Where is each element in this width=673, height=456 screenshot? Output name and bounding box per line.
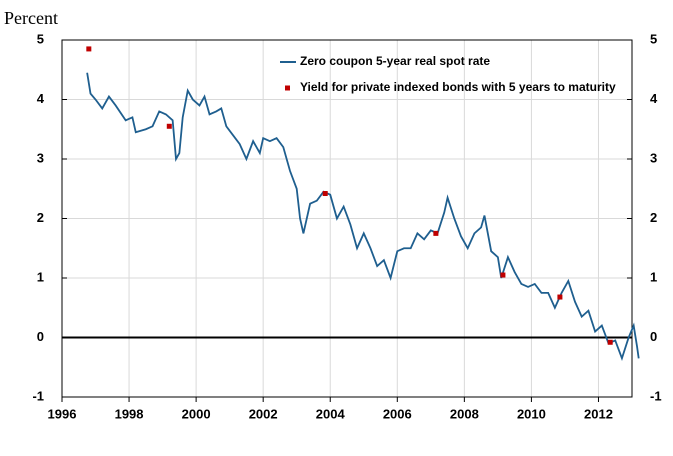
- x-tick-label: 1998: [115, 406, 144, 421]
- y-tick-label: 1: [37, 269, 44, 284]
- y2-tick-label: 1: [650, 269, 657, 284]
- y2-tick-label: 3: [650, 150, 657, 165]
- y-axis-label: Percent: [4, 8, 58, 28]
- x-tick-label: 2000: [182, 406, 211, 421]
- y-tick-label: 2: [37, 210, 44, 225]
- y-tick-label: 3: [37, 150, 44, 165]
- y2-tick-label: 4: [650, 91, 658, 106]
- point: [500, 272, 506, 278]
- y2-tick-label: -1: [650, 388, 662, 403]
- y-tick-label: -1: [32, 388, 44, 403]
- point: [322, 191, 328, 197]
- x-tick-label: 1996: [48, 406, 77, 421]
- legend-label: Yield for private indexed bonds with 5 y…: [300, 80, 616, 94]
- x-tick-label: 2006: [383, 406, 412, 421]
- line: [86, 72, 640, 362]
- y-tick-label: 5: [37, 31, 44, 46]
- y2-tick-label: 2: [650, 210, 657, 225]
- point: [433, 230, 439, 236]
- y2-tick-label: 5: [650, 31, 657, 46]
- point: [86, 46, 92, 52]
- legend-label: Zero coupon 5-year real spot rate: [300, 54, 490, 68]
- y-tick-label: 0: [37, 329, 44, 344]
- x-tick-label: 2004: [316, 406, 346, 421]
- y-tick-label: 4: [37, 91, 45, 106]
- point: [557, 294, 563, 300]
- x-tick-label: 2012: [584, 406, 613, 421]
- x-tick-label: 2010: [517, 406, 546, 421]
- point: [607, 339, 613, 345]
- point: [166, 123, 172, 129]
- x-tick-label: 2002: [249, 406, 278, 421]
- x-tick-label: 2008: [450, 406, 479, 421]
- legend-swatch: [285, 85, 290, 91]
- plot-frame: [61, 39, 633, 398]
- y2-tick-label: 0: [650, 329, 657, 344]
